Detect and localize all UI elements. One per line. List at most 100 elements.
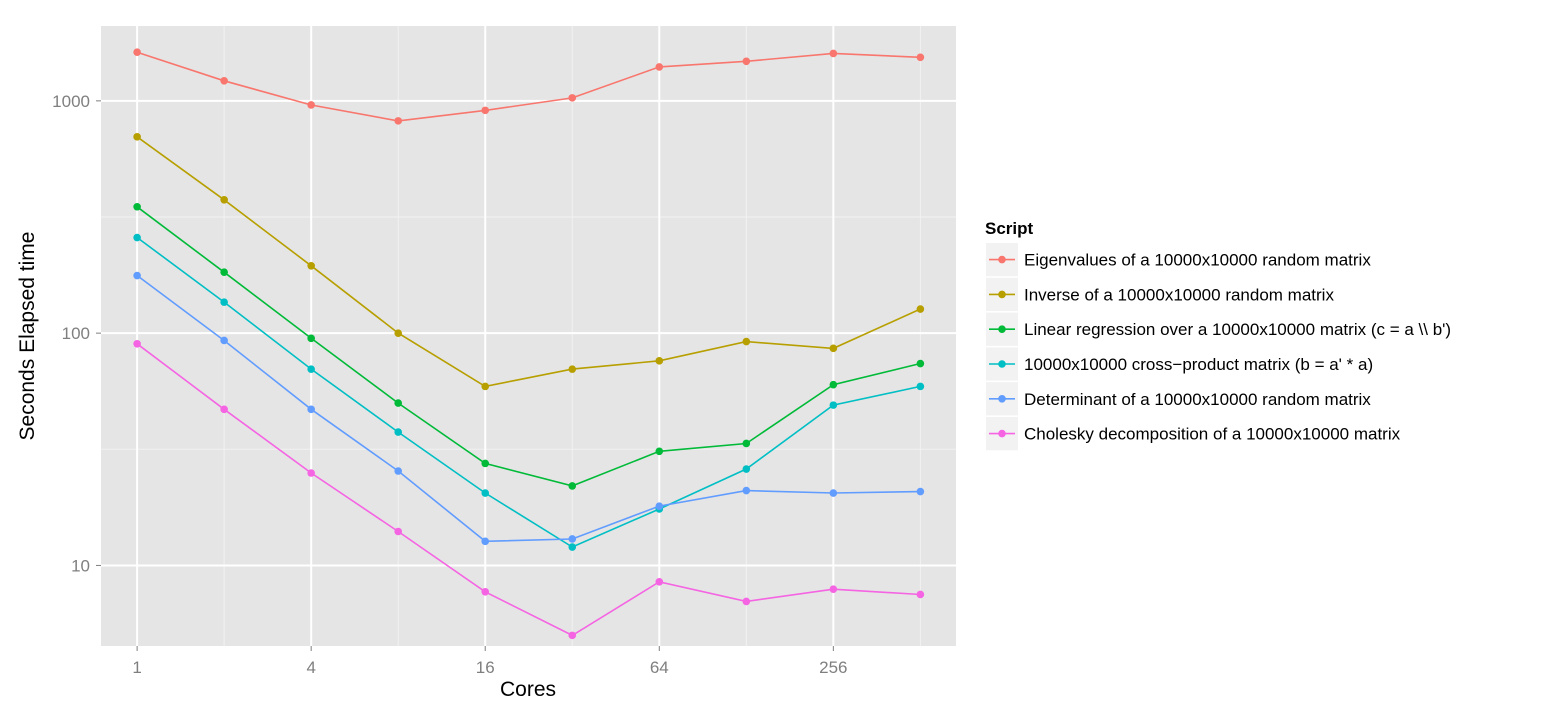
data-point	[916, 590, 925, 599]
data-point	[307, 261, 315, 270]
plot-panel	[101, 26, 956, 646]
data-point	[568, 482, 577, 490]
data-point	[133, 233, 141, 242]
series-points	[133, 48, 925, 640]
legend-item: 10000x10000 cross−product matrix (b = a'…	[986, 347, 1373, 381]
data-point	[916, 53, 925, 62]
data-point	[481, 459, 490, 468]
data-point	[742, 597, 751, 606]
legend-key-point	[998, 429, 1006, 438]
data-point	[742, 465, 751, 473]
series-line-6	[136, 343, 921, 637]
legend-label: Eigenvalues of a 10000x10000 random matr…	[1024, 251, 1371, 270]
data-point	[307, 469, 315, 477]
x-tick-label: 256	[819, 658, 847, 677]
data-point	[133, 339, 141, 348]
y-tick-label: 100	[62, 324, 90, 343]
data-point	[829, 489, 838, 497]
data-point	[394, 428, 403, 436]
data-point	[829, 585, 838, 594]
data-point	[133, 271, 141, 280]
legend-item: Cholesky decomposition of a 10000x10000 …	[986, 417, 1401, 451]
x-tick-label: 4	[306, 658, 315, 677]
legend-key-point	[998, 395, 1006, 403]
data-point	[829, 380, 838, 389]
data-point	[568, 365, 577, 373]
data-point	[655, 502, 664, 510]
legend-item: Linear regression over a 10000x10000 mat…	[986, 312, 1451, 346]
series-line-2	[136, 136, 921, 388]
data-point	[481, 537, 490, 546]
legend: Script Eigenvalues of a 10000x10000 rand…	[985, 219, 1451, 451]
x-tick-label: 64	[650, 658, 669, 677]
legend-key-point	[998, 290, 1006, 299]
data-point	[916, 487, 925, 496]
data-point	[568, 535, 577, 543]
legend-key-point	[998, 255, 1006, 264]
legend-key-point	[998, 325, 1006, 334]
data-point	[307, 334, 315, 343]
data-point	[133, 48, 141, 56]
series-line-5	[136, 274, 921, 543]
data-point	[307, 101, 315, 109]
data-point	[394, 467, 403, 475]
data-point	[916, 359, 925, 368]
legend-item: Determinant of a 10000x10000 random matr…	[986, 382, 1371, 416]
data-point	[220, 336, 228, 345]
data-point	[742, 57, 751, 66]
data-point	[742, 337, 751, 346]
y-axis: 10 100 1000	[52, 92, 101, 575]
x-tick-label: 1	[132, 658, 141, 677]
legend-title: Script	[985, 219, 1034, 238]
data-point	[220, 298, 228, 306]
data-point	[655, 447, 664, 456]
data-point	[829, 401, 838, 409]
minor-gridlines	[101, 26, 956, 646]
data-point	[916, 305, 925, 313]
data-point	[307, 365, 315, 373]
legend-label: Determinant of a 10000x10000 random matr…	[1024, 390, 1371, 409]
legend-label: Inverse of a 10000x10000 random matrix	[1024, 285, 1334, 304]
data-point	[655, 578, 664, 586]
data-point	[394, 527, 403, 536]
series-line-3	[136, 206, 921, 487]
series-line-1	[136, 51, 921, 122]
legend-label: 10000x10000 cross−product matrix (b = a'…	[1024, 355, 1373, 374]
data-point	[655, 357, 664, 365]
data-point	[655, 63, 664, 71]
data-point	[481, 489, 490, 497]
data-point	[220, 268, 228, 276]
x-tick-label: 16	[476, 658, 495, 677]
legend-label: Linear regression over a 10000x10000 mat…	[1024, 320, 1451, 339]
data-point	[394, 117, 403, 125]
data-point	[742, 439, 751, 448]
legend-item: Eigenvalues of a 10000x10000 random matr…	[986, 243, 1371, 277]
data-point	[916, 382, 925, 391]
legend-item: Inverse of a 10000x10000 random matrix	[986, 277, 1334, 311]
legend-items: Eigenvalues of a 10000x10000 random matr…	[986, 243, 1451, 451]
series-line-4	[136, 236, 921, 548]
x-axis-title: Cores	[500, 678, 556, 701]
data-point	[394, 329, 403, 337]
data-point	[742, 486, 751, 495]
data-point	[133, 202, 141, 211]
y-tick-label: 10	[71, 556, 90, 575]
data-point	[829, 49, 838, 58]
data-point	[220, 405, 228, 414]
series-lines	[136, 51, 921, 637]
data-point	[568, 543, 577, 551]
data-point	[220, 196, 228, 204]
data-point	[568, 631, 577, 640]
data-point	[307, 405, 315, 414]
data-point	[568, 94, 577, 102]
data-point	[394, 399, 403, 407]
y-axis-title: Seconds Elapsed time	[16, 232, 39, 441]
data-point	[829, 344, 838, 353]
data-point	[133, 133, 141, 141]
data-point	[481, 106, 490, 115]
legend-label: Cholesky decomposition of a 10000x10000 …	[1024, 425, 1401, 444]
data-point	[481, 382, 490, 391]
legend-key-point	[998, 360, 1006, 368]
y-tick-label: 1000	[52, 92, 90, 111]
